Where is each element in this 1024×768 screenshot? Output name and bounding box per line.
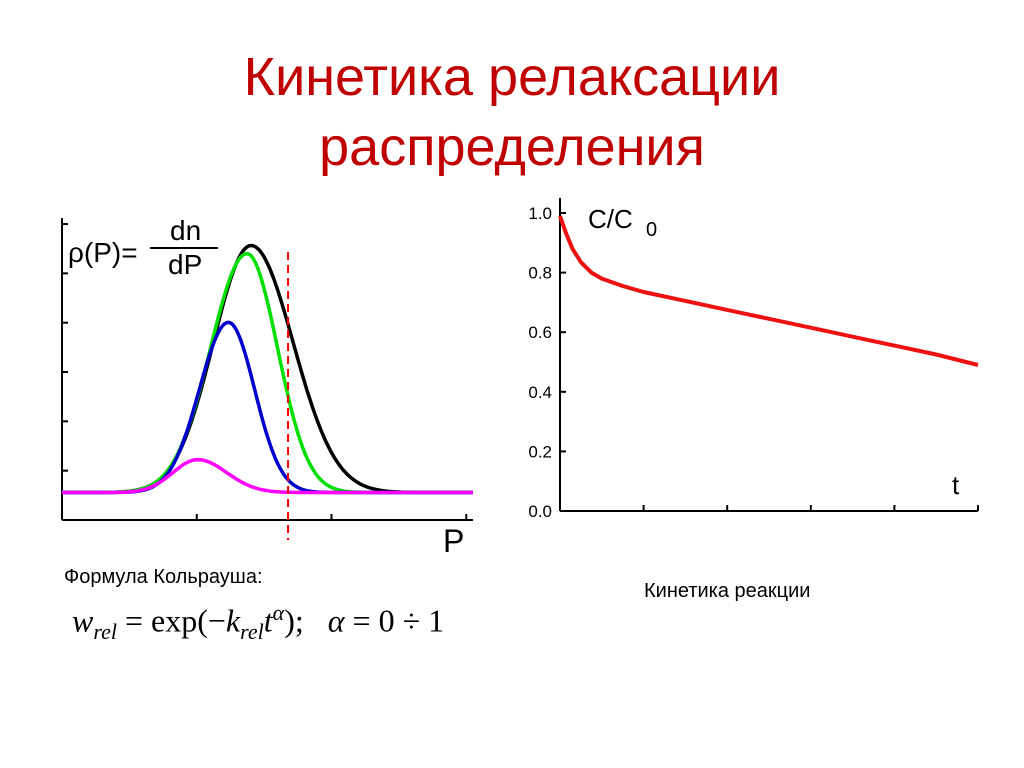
formula-k: k: [225, 602, 241, 639]
formula-alpha: α: [327, 602, 345, 639]
y-tick-label: 1.0: [528, 204, 552, 223]
y-axis-label-c-c0: C/C: [588, 204, 633, 234]
slide-title: Кинетика релаксации распределения: [0, 42, 1024, 182]
distribution-curve-4: [62, 457, 473, 495]
rho-numerator: dn: [170, 215, 201, 246]
kinetics-tick-labels: 0.0 0.2 0.4 0.6 0.8 1.0: [528, 204, 552, 521]
y-tick-label: 0.4: [528, 383, 552, 402]
kinetics-axes: [559, 198, 979, 512]
formula-w: w: [72, 602, 94, 639]
y-tick-label: 0.6: [528, 323, 552, 342]
y-axis-label-subscript: 0: [646, 219, 657, 241]
rho-label: ρ(P)=: [68, 237, 138, 268]
kohlrausch-caption: Формула Кольрауша:: [64, 566, 263, 588]
kohlrausch-formula: wrel = exp(−kreltα); α = 0 ÷ 1: [72, 600, 444, 645]
slide-title-line2: распределения: [319, 117, 705, 177]
distribution-series: [62, 243, 473, 495]
y-tick-label: 0.0: [528, 502, 552, 521]
formula-eq: = exp(−: [116, 602, 226, 639]
formula-t: t: [263, 602, 273, 639]
kinetics-caption: Кинетика реакции: [644, 580, 811, 602]
y-tick-label: 0.8: [528, 264, 552, 283]
kinetics-series: [558, 215, 979, 367]
x-axis-label-t: t: [952, 470, 960, 500]
kinetics-curve-1: [558, 215, 979, 367]
formula-close: );: [284, 602, 304, 639]
slide-title-line1: Кинетика релаксации: [243, 47, 781, 107]
rho-denominator: dP: [168, 249, 202, 280]
formula-k-sub: rel: [240, 619, 264, 645]
distribution-axes: [61, 218, 473, 521]
y-tick-label: 0.2: [528, 442, 552, 461]
formula-w-sub: rel: [93, 619, 117, 645]
formula-alpha-eq: = 0 ÷ 1: [344, 602, 445, 639]
x-axis-label-p: P: [443, 523, 464, 559]
formula-t-sup: α: [272, 600, 285, 625]
